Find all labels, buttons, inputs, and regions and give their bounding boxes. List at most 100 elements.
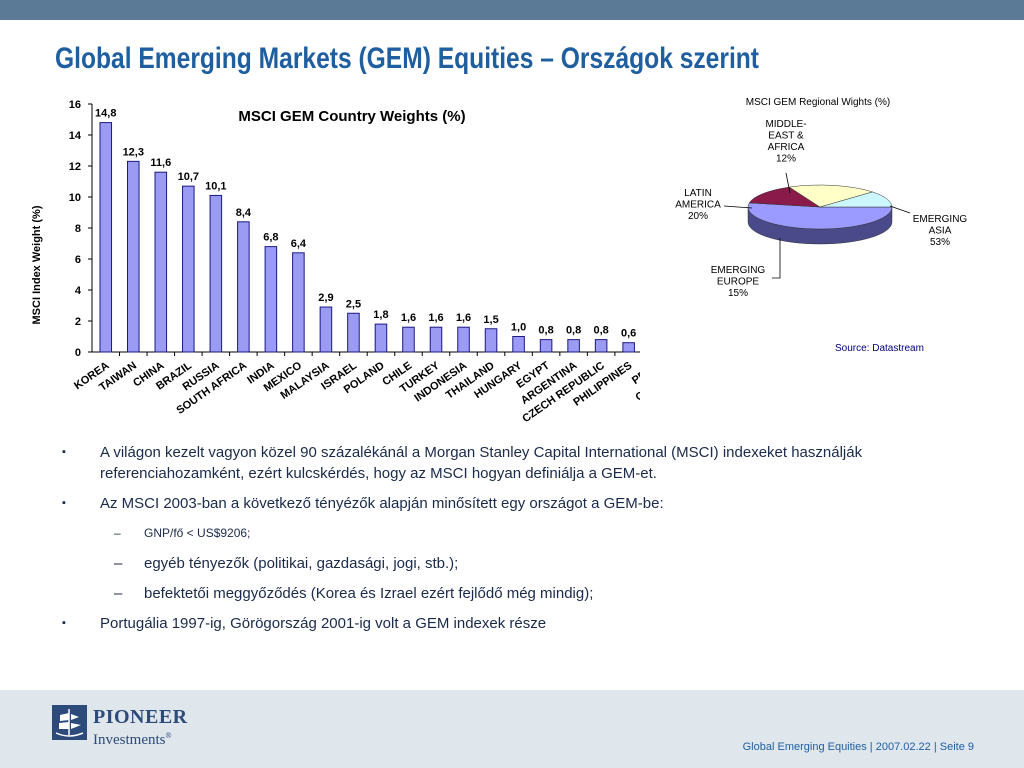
pie-label-line: AMERICA: [675, 200, 721, 211]
pie-series: EMERGING ASIA 53%EMERGING EUROPE 15%LATIN AME…: [675, 119, 967, 299]
pie-label-line: EMERGING: [913, 214, 968, 225]
footer: PIONEER Investments® Global Emerging Equ…: [0, 690, 1024, 768]
sub-bullet-marker: –: [114, 555, 123, 572]
bullet-marker: ▪: [62, 446, 66, 458]
country-weights-bar-chart: MSCI GEM Country Weights (%) MSCI Index …: [31, 99, 640, 426]
y-tick-label: 2: [75, 316, 81, 328]
bar-poland: [374, 323, 388, 353]
y-tick-label: 12: [69, 161, 81, 173]
pie-label-latin-america: LATIN AMERICA 20%: [675, 188, 721, 222]
pie-leader-line: [785, 172, 791, 194]
pie-leader-line: [772, 238, 781, 279]
regional-weights-pie-chart: MSCI GEM Regional Wights (%) EMERGING ASI…: [675, 97, 967, 299]
sub-bullet-marker: –: [114, 526, 121, 540]
sub-bullet-text: GNP/fő < US$9206;: [144, 526, 251, 540]
pie-label-line: LATIN: [684, 188, 712, 199]
pie-label-emerging-europe: EMERGING EUROPE 15%: [711, 265, 766, 299]
bar-value-label: 1,6: [428, 312, 443, 324]
bar-value-label: 6,8: [263, 232, 278, 244]
pie-label-line: 53%: [930, 237, 950, 248]
y-tick-label: 6: [75, 254, 81, 266]
pie-label-line: ASIA: [929, 226, 952, 237]
pie-slice-emerging-europe: [748, 186, 821, 208]
bar-value-label: 1,6: [456, 312, 471, 324]
bar-series: 14,8KOREA12,3TAIWAN11,6CHINA10,7BRAZIL10…: [72, 108, 640, 426]
pie-label-line: EUROPE: [717, 277, 760, 288]
bar-value-label: 0,6: [621, 328, 636, 340]
bar-value-label: 11,6: [150, 157, 171, 169]
pie-label-emerging-asia: EMERGING ASIA 53%: [913, 214, 968, 248]
bullet-marker: ▪: [62, 617, 66, 629]
bar-value-label: 6,4: [291, 238, 307, 250]
bullet-text: A világon kezelt vagyon közel 90 százalé…: [100, 444, 863, 482]
bullet-list: ▪ A világon kezelt vagyon közel 90 száza…: [62, 442, 902, 643]
pie-leader-line: [723, 205, 753, 209]
pie-label-line: 15%: [728, 288, 748, 299]
bar-chart-title: MSCI GEM Country Weights (%): [238, 108, 465, 125]
bar-value-label: 1,6: [401, 312, 416, 324]
footer-text: Global Emerging Equities | 2007.02.22 | …: [742, 741, 974, 753]
y-tick-label: 10: [69, 192, 81, 204]
bar-value-label: 1,5: [483, 314, 498, 326]
logo-name: PIONEER: [93, 706, 188, 728]
bar-turkey: [429, 326, 443, 353]
bar-thailand: [484, 328, 498, 353]
bar-value-label: 1,0: [511, 322, 526, 334]
bullet-text: Portugália 1997-ig, Görögország 2001-ig …: [100, 615, 547, 632]
bullet-item: ▪ Az MSCI 2003-ban a következő tényézők …: [62, 493, 902, 514]
y-tick-label: 14: [69, 130, 82, 142]
bar-philippines: [622, 342, 635, 353]
bar-hungary: [512, 336, 525, 353]
bar-value-label: 14,8: [95, 108, 116, 120]
pie-label-line: 20%: [688, 211, 708, 222]
bullet-item: ▪ A világon kezelt vagyon közel 90 száza…: [62, 442, 902, 484]
bar-value-label: 0,8: [566, 325, 581, 337]
bar-value-label: 8,4: [236, 207, 252, 219]
page-title: Global Emerging Markets (GEM) Equities –…: [55, 42, 759, 75]
bar-indonesia: [457, 326, 470, 353]
bar-value-label: 12,3: [123, 146, 144, 158]
pie-slice-latin-america: [788, 184, 874, 208]
top-bar: [0, 0, 1024, 20]
sub-bullet-item: – befektetői meggyőződés (Korea és Izrae…: [62, 583, 902, 604]
pie-label-line: 12%: [776, 154, 796, 165]
bar-india: [264, 246, 278, 353]
pie-leader-line: [889, 205, 911, 214]
pie-label-line: MIDDLE-: [765, 119, 806, 130]
bar-value-label: 2,5: [346, 298, 361, 310]
bar-value-label: 2,9: [318, 292, 333, 304]
bar-value-label: 0,8: [593, 325, 608, 337]
sub-bullet-item: – egyéb tényezők (politikai, gazdasági, …: [62, 553, 902, 574]
bar-malaysia: [319, 306, 333, 353]
bar-value-label: 0,8: [538, 325, 553, 337]
bar-south-africa: [237, 221, 250, 353]
pie-label-line: EMERGING: [711, 265, 766, 276]
bar-value-label: 10,1: [205, 180, 226, 192]
logo-subname: Investments®: [93, 727, 188, 749]
bar-value-label: 1,8: [373, 309, 388, 321]
y-tick-label: 4: [75, 285, 82, 297]
pioneer-logo-icon: [52, 705, 87, 740]
bar-mexico: [292, 252, 305, 353]
bar-chile: [402, 326, 415, 353]
sub-bullet-marker: –: [114, 585, 123, 602]
bar-china: [154, 171, 168, 353]
sub-bullet-item: – GNP/fő < US$9206;: [62, 523, 902, 544]
y-axis-label: MSCI Index Weight (%): [31, 205, 43, 324]
pie-label-middle-east-africa: MIDDLE-EAST & AFRICA 12%: [765, 119, 806, 165]
logo-subname-text: Investments: [93, 732, 166, 748]
bar-czech-republic: [594, 339, 608, 353]
pie-slice-emerging-asia: [747, 202, 893, 230]
pie-label-line: EAST &: [768, 131, 804, 142]
sub-bullet-text: egyéb tényezők (politikai, gazdasági, jo…: [144, 555, 459, 572]
source-note: Source: Datastream: [835, 343, 924, 354]
registered-mark: ®: [165, 731, 172, 740]
y-tick-label: 16: [69, 99, 81, 111]
bar-value-label: 10,7: [178, 171, 199, 183]
x-tick-label: PERU: [630, 360, 640, 387]
sub-bullet-text: befektetői meggyőződés (Korea és Izrael …: [144, 585, 594, 602]
bar-israel: [347, 312, 360, 353]
y-tick-label: 8: [75, 223, 81, 235]
bar-brazil: [182, 185, 195, 353]
bar-argentina: [567, 339, 580, 353]
